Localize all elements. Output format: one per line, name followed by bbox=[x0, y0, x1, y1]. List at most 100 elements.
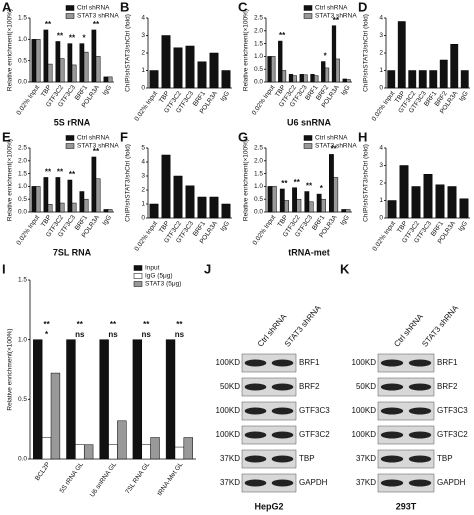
x-tick-label: 0.02% Input bbox=[371, 90, 397, 123]
bar bbox=[460, 70, 469, 89]
significance: ** bbox=[45, 168, 52, 177]
y-tick-label: 0.5 bbox=[18, 57, 27, 64]
x-tick-label: IgG bbox=[219, 90, 231, 103]
y-tick-label: 0.0 bbox=[18, 79, 27, 86]
bar bbox=[79, 43, 85, 83]
legend-swatch bbox=[303, 143, 313, 149]
significance: ** bbox=[333, 16, 340, 25]
bar bbox=[103, 76, 109, 83]
legend-label: Ctrl shRNA bbox=[77, 5, 110, 12]
protein-label: GAPDH bbox=[299, 478, 328, 487]
bar bbox=[43, 177, 49, 213]
panel-letter: B bbox=[120, 0, 129, 14]
legend-swatch bbox=[65, 5, 75, 11]
blot-band bbox=[271, 383, 294, 391]
bar bbox=[221, 70, 231, 89]
protein-label: GAPDH bbox=[437, 478, 466, 487]
significance: ** bbox=[57, 32, 64, 41]
bar bbox=[299, 74, 304, 83]
bar bbox=[99, 339, 109, 460]
blot-strip bbox=[241, 473, 297, 493]
legend-swatch bbox=[133, 265, 143, 271]
blot-band bbox=[271, 359, 294, 367]
mw-label: 100KD bbox=[352, 406, 377, 415]
x-tick-label: IgG bbox=[101, 214, 113, 227]
bar bbox=[95, 178, 101, 213]
bar bbox=[221, 203, 231, 219]
y-axis-label: Relative enrichment(×100%) bbox=[243, 9, 250, 91]
blot-band bbox=[408, 479, 432, 487]
bar bbox=[173, 47, 183, 89]
protein-label: TBP bbox=[437, 454, 453, 463]
y-tick-label: 3 bbox=[141, 32, 145, 39]
significance: ** bbox=[77, 320, 84, 329]
bar bbox=[399, 165, 409, 219]
panel-letter: A bbox=[2, 0, 12, 14]
y-tick-label: 1.5 bbox=[18, 170, 27, 177]
blot-strip bbox=[377, 449, 435, 469]
bar bbox=[185, 185, 195, 219]
cell-line: HepG2 bbox=[254, 501, 283, 511]
bar bbox=[149, 70, 159, 89]
panel-letter: E bbox=[2, 129, 11, 144]
bar bbox=[267, 186, 273, 213]
bar bbox=[331, 25, 337, 83]
y-axis-label: Relative enrichment(×100%) bbox=[7, 139, 14, 221]
y-tick-label: 0 bbox=[141, 85, 145, 92]
bar bbox=[284, 200, 289, 213]
mw-label: 37KD bbox=[220, 478, 240, 487]
protein-label: GTF3C3 bbox=[437, 406, 468, 415]
protein-label: BRF1 bbox=[299, 358, 320, 367]
y-tick-label: 2.5 bbox=[18, 145, 27, 152]
bar bbox=[91, 156, 97, 213]
panel-letter: K bbox=[340, 261, 350, 276]
chart-subtitle: U6 snRNA bbox=[287, 117, 332, 127]
bar bbox=[288, 74, 294, 83]
bar bbox=[281, 70, 287, 83]
bar bbox=[310, 74, 315, 83]
legend-label: STAT3 shRNA bbox=[77, 143, 119, 150]
bar bbox=[321, 198, 326, 213]
protein-label: GTF3C2 bbox=[437, 430, 468, 439]
panel-letter: C bbox=[238, 0, 248, 14]
blot-strip bbox=[377, 401, 435, 421]
bar bbox=[292, 75, 297, 83]
blot-band bbox=[244, 359, 267, 367]
bar bbox=[342, 78, 347, 83]
y-tick-label: 0.5 bbox=[254, 196, 263, 203]
significance: * bbox=[320, 184, 324, 193]
blot-band bbox=[271, 479, 294, 487]
mw-label: 100KD bbox=[216, 406, 241, 415]
y-tick-label: 4 bbox=[379, 145, 383, 152]
bar bbox=[141, 444, 151, 460]
mw-label: 50KD bbox=[356, 382, 376, 391]
bar bbox=[209, 52, 219, 89]
blot-band bbox=[408, 431, 432, 439]
bar bbox=[43, 29, 49, 83]
y-tick-label: 0.5 bbox=[18, 396, 27, 403]
protein-label: BRF2 bbox=[299, 382, 320, 391]
bar bbox=[149, 203, 159, 219]
bar bbox=[47, 63, 53, 83]
y-tick-label: 2.0 bbox=[254, 28, 263, 35]
y-axis-label: Relative enrichment(×100%) bbox=[7, 9, 14, 91]
bar bbox=[279, 188, 285, 213]
x-tick-label: 7SL RNA GL bbox=[124, 461, 151, 496]
protein-label: GTF3C2 bbox=[299, 430, 330, 439]
mw-label: 100KD bbox=[216, 358, 241, 367]
y-tick-label: 2.5 bbox=[254, 145, 263, 152]
panel-letter: I bbox=[2, 261, 6, 276]
bar bbox=[41, 437, 52, 460]
bar bbox=[67, 179, 73, 213]
chart-subtitle: 5S rRNA bbox=[54, 117, 91, 127]
x-tick-label: tRNA-Met GL bbox=[156, 461, 184, 497]
x-tick-label: IgG bbox=[458, 90, 470, 103]
y-tick-label: 1.5 bbox=[18, 277, 27, 284]
bar bbox=[83, 198, 89, 213]
bar bbox=[83, 444, 94, 460]
y-tick-label: 0.0 bbox=[254, 79, 263, 86]
x-tick-label: IgG bbox=[101, 84, 113, 97]
bar bbox=[271, 186, 277, 213]
bar bbox=[411, 186, 421, 219]
mw-label: 100KD bbox=[352, 358, 377, 367]
